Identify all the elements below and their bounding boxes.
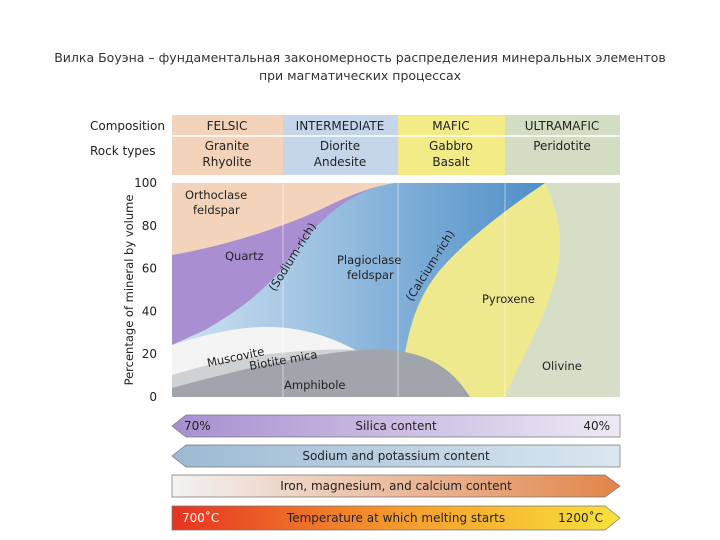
rock-type: Diorite [320,139,360,153]
mineral-label: Pyroxene [482,292,535,306]
row-label: Rock types [90,144,156,158]
y-tick-label: 20 [142,347,157,361]
title-line: при магматических процессах [259,68,461,83]
mineral-label: Olivine [542,359,582,373]
mineral-areas [172,183,620,397]
mineral-label: Plagioclase [337,253,401,267]
felsic-cell [172,115,283,175]
mineral-label: Orthoclase [185,188,247,202]
rock-type: Basalt [432,155,470,169]
mafic-cell [398,115,505,175]
composition-cell: Composition [90,119,165,133]
arrow-end-label: 1200˚C [558,510,603,525]
arrow-label: Silica content [355,419,437,433]
amphibole-area [172,349,470,397]
rock-type: Peridotite [533,139,591,153]
mineral-label: Quartz [225,249,264,263]
rock-type: Granite [205,139,250,153]
y-tick-label: 100 [134,176,157,190]
y-tick-label: 80 [142,219,157,233]
temperature-arrow [171,505,621,531]
composition-cell: MAFIC [432,119,469,133]
iron-arrow [171,474,621,498]
composition-cell: INTERMEDIATE [296,119,385,133]
silica-arrow [171,414,621,438]
arrow-label: Iron, magnesium, and calcium content [280,479,512,493]
y-tick-label: 60 [142,262,157,276]
y-tick-label: 0 [149,390,157,404]
mineral-label: Amphibole [284,378,345,392]
title-line: Вилка Боуэна – фундаментальная закономер… [54,50,666,65]
y-tick-label: 40 [142,304,157,318]
arrow-label: Temperature at which melting starts [286,511,505,525]
intermediate-cell [283,115,398,175]
axis-label: Percentage of mineral by volume [122,195,136,386]
rock-type: Gabbro [429,139,473,153]
composition-cell: ULTRAMAFIC [525,119,600,133]
rock-type: Andesite [314,155,367,169]
sodium-arrow [171,444,621,468]
arrow-end-label: 40% [583,419,610,433]
arrow-label: Sodium and potassium content [302,449,490,463]
ultramafic-cell [505,115,620,175]
mineral-label: feldspar [193,203,240,217]
rock-type: Rhyolite [202,155,251,169]
composition-cell: FELSIC [207,119,248,133]
arrow-end-label: 700˚C [182,510,219,525]
mineral-label: feldspar [347,268,394,282]
arrow-end-label: 70% [184,419,211,433]
